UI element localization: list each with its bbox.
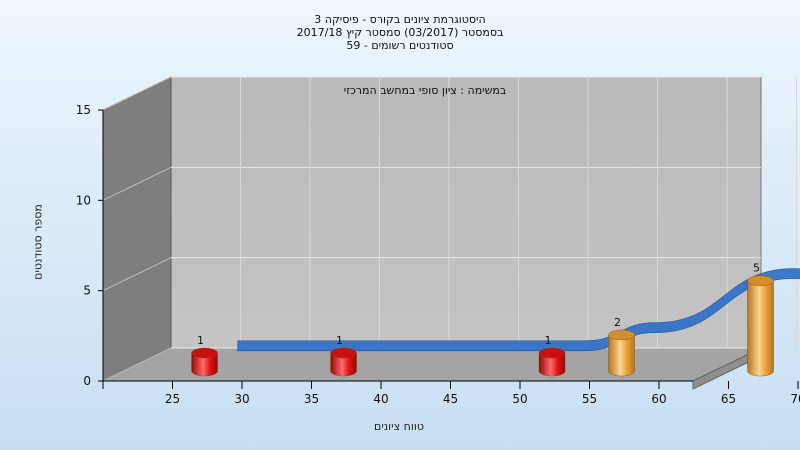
bar: [747, 275, 774, 377]
bar: [191, 347, 218, 377]
chart-subtitle-semester: בסמסטר (03/2017) סמסטר קיץ 2017/18: [296, 26, 504, 39]
x-tick-label: 35: [304, 392, 319, 406]
x-tick-label: 45: [443, 392, 458, 406]
gridline-side: [102, 166, 172, 201]
x-tick-label: 25: [165, 392, 180, 406]
x-tick-label: 40: [373, 392, 388, 406]
y-tick-label: 5: [83, 284, 91, 298]
y-tick-label: 10: [76, 193, 91, 207]
bar-value-label: 1: [197, 334, 204, 347]
x-tick-label: 65: [721, 392, 736, 406]
bar-body: [747, 280, 774, 377]
bar-top: [191, 347, 218, 359]
y-tick-label: 0: [83, 374, 91, 388]
bar: [538, 347, 566, 377]
chart-annotation: במשימה : ציון סופי במחשב המרכזי: [344, 84, 507, 97]
bar-value-label: 2: [614, 316, 621, 329]
gridline-side: [102, 257, 172, 292]
x-tick-label: 55: [582, 392, 597, 406]
x-tick-label: 30: [234, 392, 249, 406]
chart-subtitle-students: סטודנטים רשומים - 59: [346, 39, 454, 52]
x-tick-label: 50: [512, 392, 527, 406]
bar-body: [191, 352, 218, 377]
bar-body: [608, 334, 635, 377]
bar-top: [747, 275, 774, 286]
bar-top: [330, 347, 357, 359]
bar: [608, 329, 635, 377]
bar: [330, 347, 357, 377]
bar-value-label: 5: [753, 262, 760, 275]
gridline-side: [102, 76, 172, 111]
bar-body: [538, 352, 566, 377]
x-tick-label: 70: [790, 392, 800, 406]
y-tick-label: 15: [76, 103, 91, 117]
bar-body: [330, 352, 357, 377]
x-tick-label: 60: [651, 392, 666, 406]
chart-title: היסטוגרמת ציונים בקורס - פיסיקה 3: [314, 13, 486, 26]
bar-value-label: 1: [336, 334, 343, 347]
x-axis-title: טווח ציונים: [374, 420, 424, 433]
gridline-side: [102, 347, 172, 382]
bar-top: [608, 329, 635, 341]
trend-ribbon: [237, 268, 800, 352]
bar-top: [538, 347, 566, 359]
bar-value-label: 1: [545, 334, 552, 347]
back-wall: [170, 76, 762, 349]
y-axis-title: מספר סטודנטים: [31, 204, 45, 280]
side-wall: [102, 76, 172, 382]
